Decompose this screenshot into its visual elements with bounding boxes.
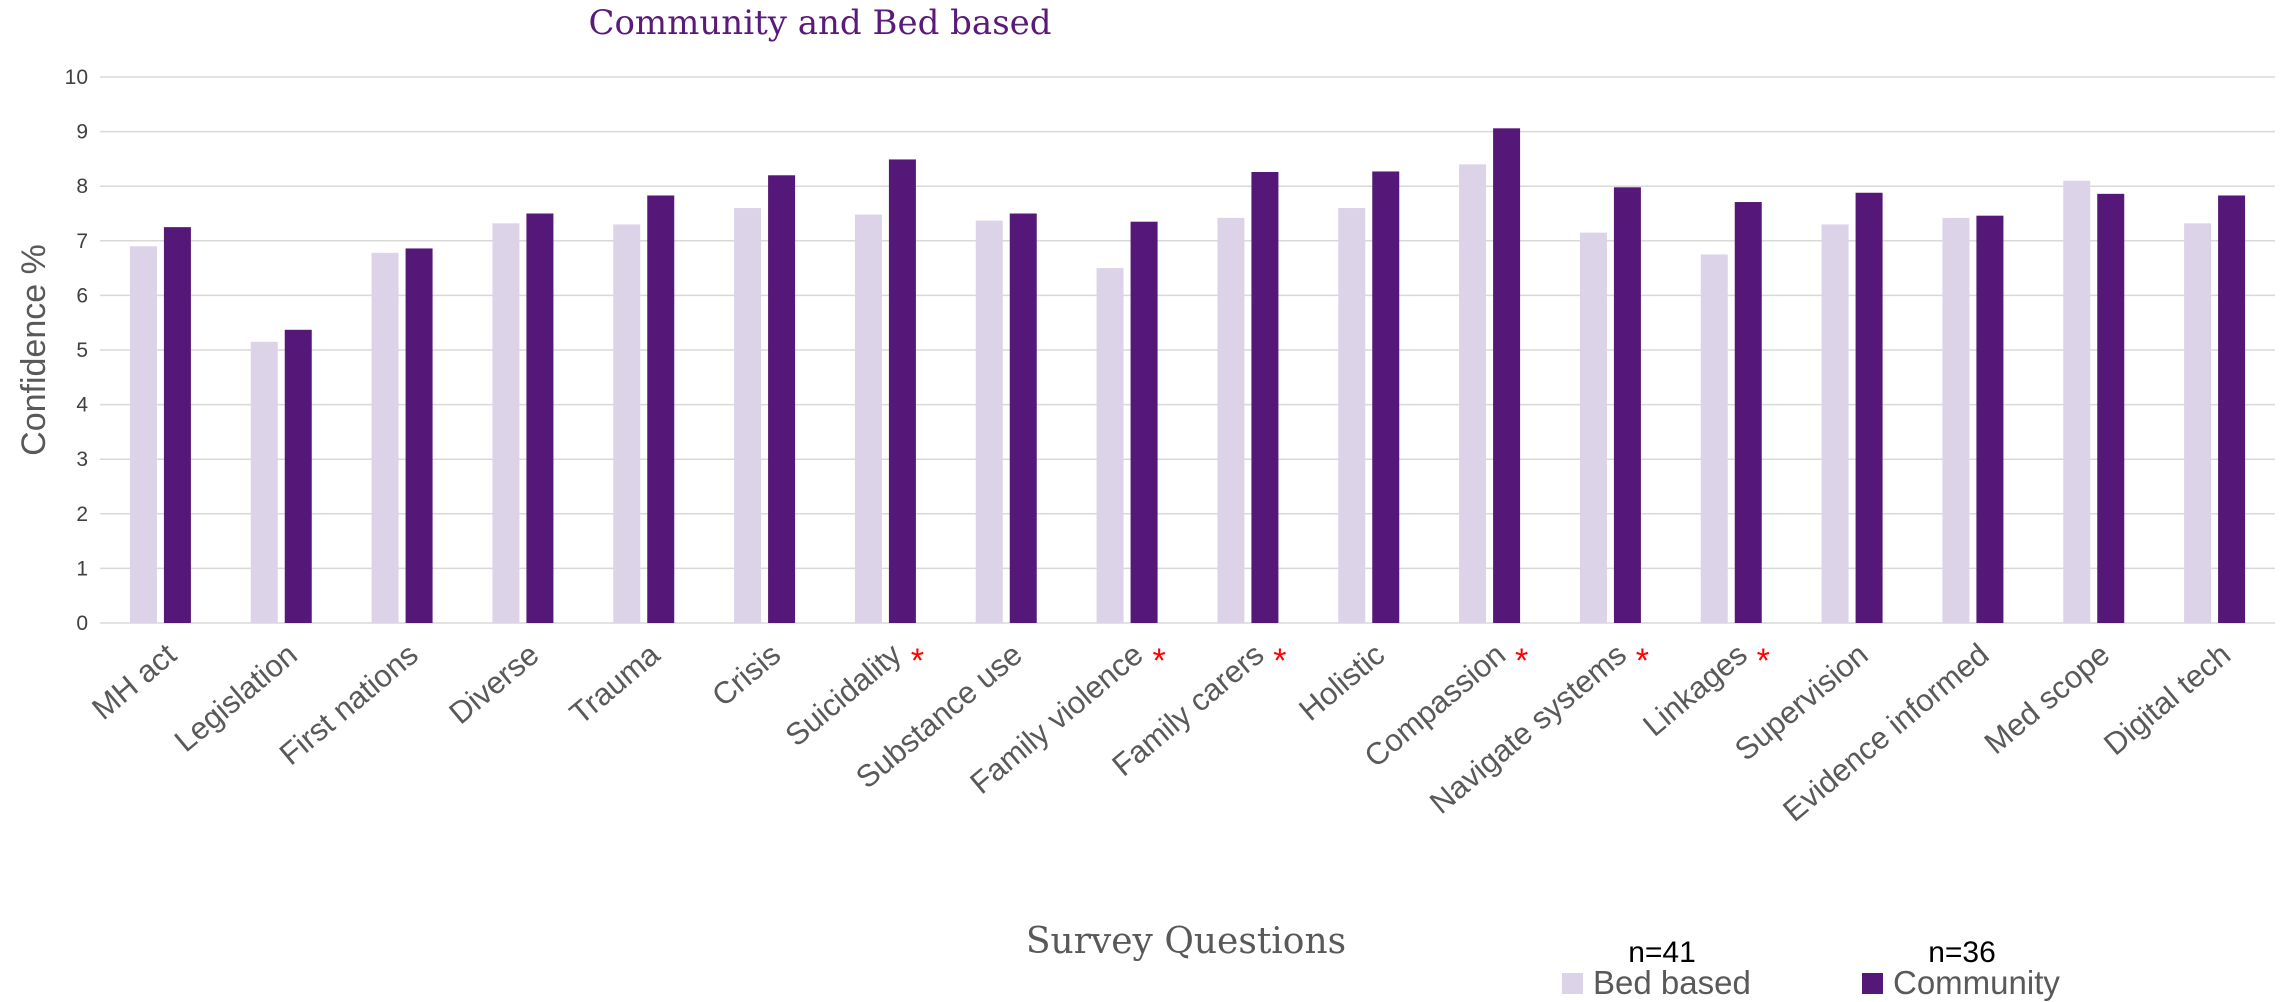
bar-bed-based [855, 215, 882, 623]
x-tick-label: Med scope [1978, 637, 2117, 761]
x-tick-label: MH act [85, 636, 183, 726]
bar-community [2097, 194, 2124, 623]
bar-bed-based [1217, 218, 1244, 623]
bar-community [647, 195, 674, 623]
bar-bed-based [2184, 223, 2211, 623]
bar-bed-based [613, 224, 640, 623]
bar-community [1976, 216, 2003, 623]
x-tick: Compassion * [1358, 620, 1547, 792]
bar-community [1131, 222, 1158, 623]
bar-bed-based [1097, 268, 1124, 623]
y-tick-label: 8 [76, 175, 88, 198]
bar-community [2218, 195, 2245, 623]
x-tick: Evidence informed [1776, 637, 1995, 829]
bar-bed-based [130, 246, 157, 623]
y-tick-label: 6 [76, 284, 88, 307]
x-tick: Digital tech [2097, 637, 2237, 762]
bar-community [889, 159, 916, 623]
significance-marker: * [1273, 642, 1286, 680]
x-tick-label: Trauma [563, 636, 667, 731]
significance-marker: * [1636, 642, 1649, 680]
bar-community [1493, 128, 1520, 623]
bar-community [1856, 193, 1883, 623]
bar-bed-based [1338, 208, 1365, 623]
x-tick-label: Evidence informed [1776, 637, 1995, 829]
bar-bed-based [1942, 218, 1969, 623]
legend-swatch [1862, 973, 1883, 994]
x-tick: MH act [85, 636, 183, 726]
x-tick-label: Holistic [1292, 637, 1391, 728]
significance-marker: * [1757, 642, 1770, 680]
significance-marker: * [1515, 642, 1528, 680]
x-tick-label: Digital tech [2097, 637, 2237, 762]
bar-community [526, 214, 553, 624]
y-tick-label: 5 [76, 339, 88, 362]
legend-label: Bed based [1593, 964, 1751, 1001]
y-tick-label: 3 [76, 448, 88, 471]
y-tick-label: 0 [76, 612, 88, 635]
x-tick-label: Linkages [1636, 637, 1754, 744]
bar-bed-based [976, 221, 1003, 623]
bar-community [1735, 202, 1762, 623]
bar-community [164, 227, 191, 623]
bar-bed-based [372, 253, 399, 623]
y-tick-label: 1 [76, 557, 88, 580]
x-tick-label: Diverse [442, 637, 545, 731]
y-tick-label: 10 [65, 66, 88, 89]
x-tick: Med scope [1978, 637, 2117, 761]
bar-bed-based [734, 208, 761, 623]
x-tick: Navigate systems * [1423, 620, 1668, 839]
y-axis-ticks: 0 1 2 3 4 5 6 7 8 9 10 [65, 66, 89, 635]
bar-community [285, 330, 312, 623]
y-tick-label: 9 [76, 121, 88, 144]
bar-community [1614, 187, 1641, 623]
x-tick-label: Crisis [705, 637, 787, 714]
bars [130, 128, 2245, 623]
x-tick: Trauma [563, 636, 667, 731]
significance-marker: * [1152, 642, 1165, 680]
y-tick-label: 4 [76, 394, 88, 417]
bar-bed-based [1701, 254, 1728, 623]
chart-title: Community and Bed based [588, 3, 1051, 43]
y-tick-label: 2 [76, 503, 88, 526]
y-axis-label: Confidence % [15, 244, 53, 456]
bar-community [1010, 214, 1037, 624]
legend-label: Community [1893, 964, 2060, 1001]
x-axis-label: Survey Questions [1026, 921, 1346, 962]
x-tick: Crisis [705, 637, 787, 714]
bar-community [1251, 172, 1278, 623]
bar-bed-based [1459, 164, 1486, 623]
bar-bed-based [251, 342, 278, 623]
legend-swatch [1562, 973, 1583, 994]
bar-bed-based [492, 223, 519, 623]
bar-community [1372, 171, 1399, 623]
significance-marker: * [911, 642, 924, 680]
x-tick: Diverse [442, 637, 545, 731]
bar-community [768, 175, 795, 623]
bar-bed-based [1822, 224, 1849, 623]
bar-bed-based [2063, 181, 2090, 623]
y-tick-label: 7 [76, 230, 88, 253]
bar-bed-based [1580, 233, 1607, 623]
bar-community [406, 248, 433, 623]
x-tick: Holistic [1292, 637, 1391, 728]
